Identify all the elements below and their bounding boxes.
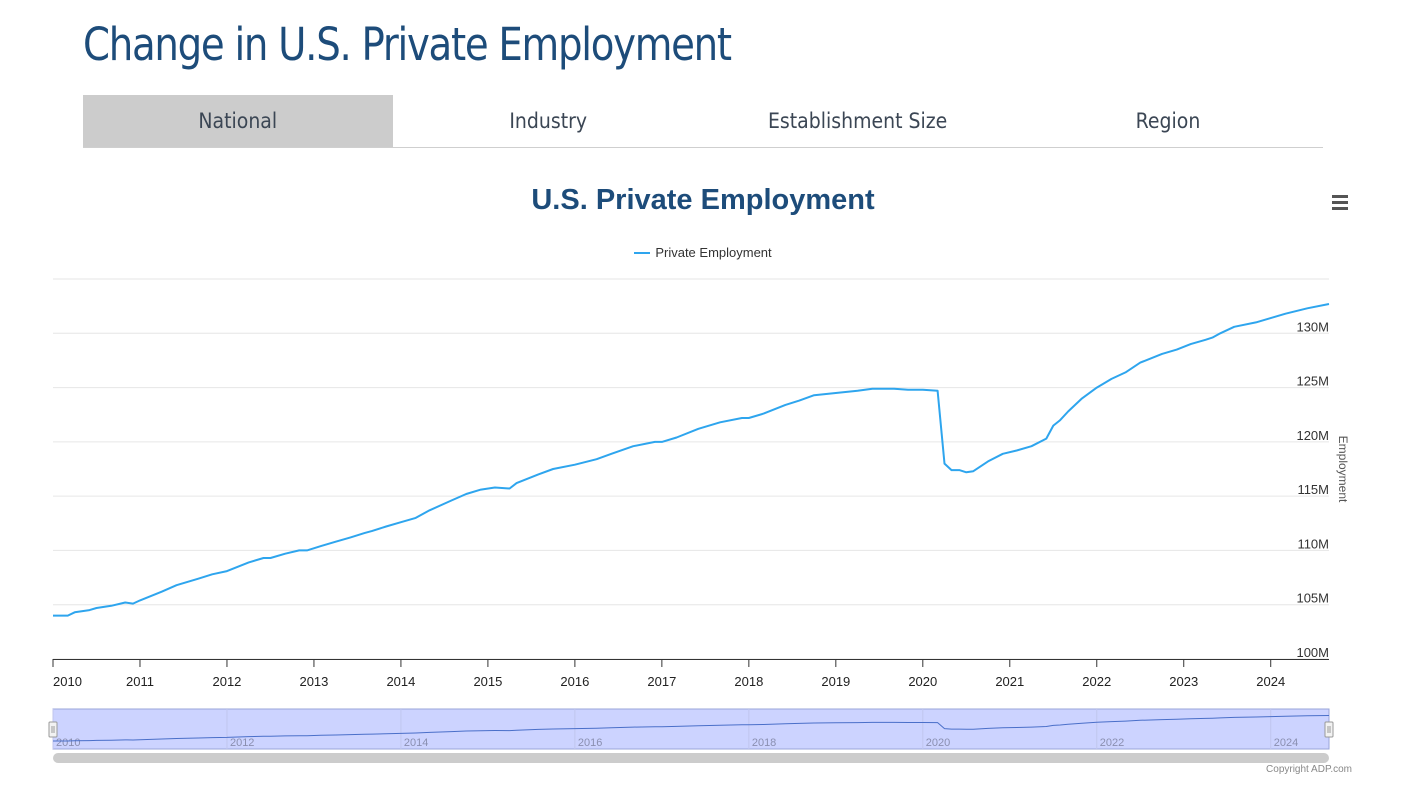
legend-item-private-employment[interactable]: Private Employment: [655, 245, 772, 261]
navigator-label: 2012: [230, 737, 254, 749]
tab-establishment-size[interactable]: Establishment Size: [703, 95, 1013, 147]
y-tick-label: 130M: [1296, 319, 1329, 334]
page-title: Change in U.S. Private Employment: [83, 18, 732, 71]
tab-industry-label: Industry: [509, 109, 587, 133]
navigator-label: 2020: [926, 737, 950, 749]
x-tick-label: 2021: [995, 674, 1024, 689]
x-tick-label: 2012: [212, 674, 241, 689]
legend-line-icon: [634, 251, 651, 254]
y-tick-label: 125M: [1296, 374, 1329, 389]
tab-national[interactable]: National: [83, 95, 393, 147]
tab-industry[interactable]: Industry: [393, 95, 703, 147]
chart-title: U.S. Private Employment: [531, 184, 875, 216]
navigator-label: 2022: [1100, 737, 1124, 749]
tab-establishment-size-label: Establishment Size: [768, 109, 948, 133]
region-tabs: National Industry Establishment Size Reg…: [83, 95, 1323, 148]
x-tick-label: 2016: [560, 674, 589, 689]
navigator-label: 2018: [752, 737, 776, 749]
tab-national-label: National: [198, 109, 278, 133]
navigator-selection: [52, 708, 1330, 750]
x-tick-label: 2014: [386, 674, 415, 689]
x-tick-label: 2024: [1256, 674, 1285, 689]
y-tick-label: 115M: [1297, 482, 1329, 497]
navigator-series-line: [53, 715, 1330, 742]
y-tick-label: 110M: [1297, 536, 1329, 551]
x-tick-label: 2015: [473, 674, 502, 689]
x-tick-label: 2022: [1082, 674, 1111, 689]
x-tick-label: 2011: [126, 674, 154, 689]
navigator-right-handle[interactable]: [1324, 721, 1334, 738]
chart-legend[interactable]: Private Employment: [0, 244, 1406, 260]
copyright-text: Copyright ADP.com: [1266, 764, 1352, 775]
y-tick-label: 105M: [1296, 591, 1329, 606]
tab-region-label: Region: [1135, 109, 1201, 133]
x-tick-label: 2010: [53, 674, 82, 689]
y-tick-label: 120M: [1296, 428, 1329, 443]
tab-region[interactable]: Region: [1013, 95, 1323, 147]
series-line-private-employment: [53, 303, 1330, 617]
x-tick-label: 2019: [821, 674, 850, 689]
x-tick-label: 2013: [299, 674, 328, 689]
x-tick-label: 2023: [1169, 674, 1198, 689]
x-tick-label: 2018: [734, 674, 763, 689]
navigator-label: 2010: [56, 737, 80, 749]
y-axis-title: Employment: [1336, 436, 1350, 503]
x-tick-label: 2020: [908, 674, 937, 689]
x-tick-label: 2017: [647, 674, 676, 689]
navigator-label: 2016: [578, 737, 602, 749]
chart-menu-icon[interactable]: [1329, 193, 1351, 213]
navigator-left-handle[interactable]: [48, 721, 58, 738]
navigator-scrollbar[interactable]: [53, 753, 1329, 763]
navigator-label: 2024: [1274, 737, 1298, 749]
navigator-label: 2014: [404, 737, 428, 749]
y-tick-label: 100M: [1296, 645, 1329, 660]
